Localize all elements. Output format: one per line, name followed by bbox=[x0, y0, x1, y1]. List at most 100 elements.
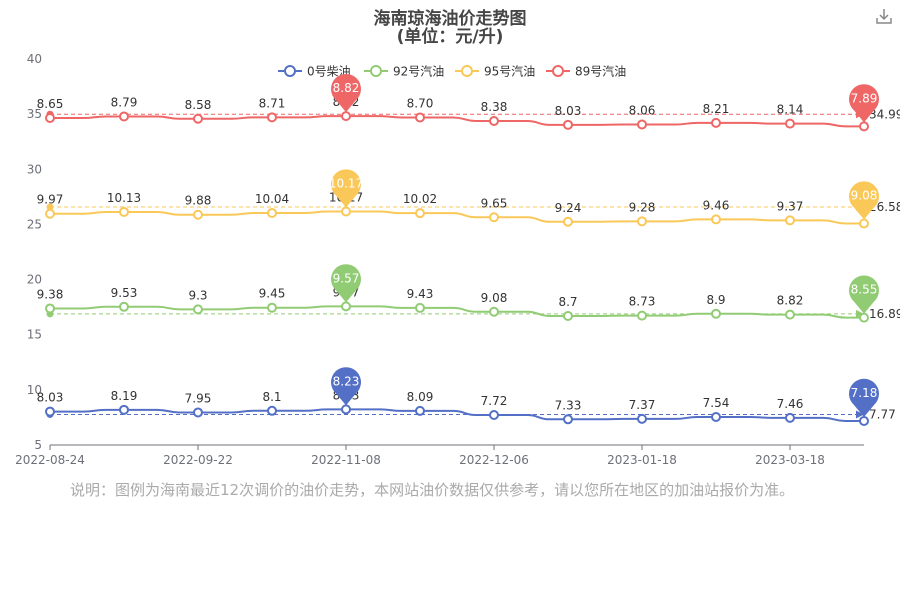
y-tick-label-7: 40 bbox=[27, 52, 42, 66]
legend-symbol bbox=[284, 65, 296, 77]
data-point-2-8 bbox=[637, 216, 647, 227]
data-label-3-8: 8.06 bbox=[629, 104, 656, 118]
average-label-0: 7.77 bbox=[869, 407, 896, 421]
data-label-0-6: 7.72 bbox=[481, 394, 508, 408]
data-label-1-7: 8.7 bbox=[558, 295, 577, 309]
min-marker-3 bbox=[849, 84, 880, 123]
data-point-1-3 bbox=[267, 302, 277, 313]
data-point-3-3 bbox=[267, 112, 277, 123]
download-icon[interactable] bbox=[874, 6, 894, 26]
chart-note: 说明：图例为海南最近12次调价的油价走势，本网站油价数据仅供参考，请以您所在地区… bbox=[70, 481, 795, 499]
legend-label: 92号汽油 bbox=[393, 64, 444, 79]
data-point-1-11 bbox=[859, 312, 869, 323]
data-label-0-8: 7.37 bbox=[629, 398, 656, 412]
average-label-3: 34.99 bbox=[869, 107, 900, 121]
data-point-3-5 bbox=[415, 112, 425, 123]
data-point-1-10 bbox=[785, 309, 795, 320]
legend-symbol bbox=[461, 65, 473, 77]
data-label-2-2: 9.88 bbox=[185, 194, 212, 208]
data-label-3-7: 8.03 bbox=[555, 104, 582, 118]
data-label-1-2: 9.3 bbox=[188, 288, 207, 302]
data-point-1-6 bbox=[489, 306, 499, 317]
min-marker-2-label: 9.08 bbox=[851, 189, 878, 203]
data-label-2-8: 9.28 bbox=[629, 200, 656, 214]
data-label-2-0: 9.97 bbox=[37, 193, 64, 207]
data-label-2-10: 9.37 bbox=[777, 199, 804, 213]
data-point-0-11 bbox=[859, 415, 869, 426]
data-label-2-6: 9.65 bbox=[481, 196, 508, 210]
y-tick-label-6: 35 bbox=[27, 107, 42, 121]
series-line-2 bbox=[50, 210, 864, 225]
data-label-2-1: 10.13 bbox=[107, 191, 141, 205]
max-marker-0-label: 8.23 bbox=[333, 374, 360, 388]
data-label-0-10: 7.46 bbox=[777, 397, 804, 411]
data-point-3-4 bbox=[341, 111, 351, 122]
y-tick-label-3: 20 bbox=[27, 273, 42, 287]
data-point-0-3 bbox=[267, 405, 277, 416]
min-marker-1 bbox=[849, 275, 880, 314]
y-tick-label-4: 25 bbox=[27, 217, 42, 231]
legend-item-0[interactable]: 0号柴油 bbox=[278, 65, 351, 79]
data-label-3-0: 8.65 bbox=[37, 97, 64, 111]
data-point-0-5 bbox=[415, 405, 425, 416]
average-arrow-0 bbox=[856, 410, 864, 419]
y-tick-label-0: 5 bbox=[34, 438, 42, 452]
min-marker-0-label: 7.18 bbox=[851, 386, 878, 400]
data-point-1-0 bbox=[45, 303, 55, 314]
average-start-2 bbox=[46, 203, 54, 211]
data-point-0-1 bbox=[119, 404, 129, 415]
data-point-3-10 bbox=[785, 118, 795, 129]
data-point-0-7 bbox=[563, 414, 573, 425]
legend-symbol bbox=[552, 65, 564, 77]
data-point-0-4 bbox=[341, 404, 351, 415]
data-label-1-3: 9.45 bbox=[259, 287, 286, 301]
data-point-0-6 bbox=[489, 410, 499, 421]
data-label-1-6: 9.08 bbox=[481, 291, 508, 305]
data-label-3-5: 8.70 bbox=[407, 96, 434, 110]
data-point-2-5 bbox=[415, 208, 425, 219]
data-point-1-7 bbox=[563, 310, 573, 321]
data-point-2-2 bbox=[193, 209, 203, 220]
chart-title: 海南琼海油价走势图 bbox=[373, 9, 527, 29]
max-marker-2 bbox=[331, 169, 362, 208]
data-label-1-5: 9.43 bbox=[407, 287, 434, 301]
data-label-1-8: 8.73 bbox=[629, 295, 656, 309]
data-label-3-3: 8.71 bbox=[259, 96, 286, 110]
data-point-1-2 bbox=[193, 304, 203, 315]
data-point-1-9 bbox=[711, 308, 721, 319]
data-label-0-5: 8.09 bbox=[407, 390, 434, 404]
legend-item-1[interactable]: 92号汽油 bbox=[364, 64, 444, 79]
max-marker-0 bbox=[331, 367, 362, 406]
data-label-3-1: 8.79 bbox=[111, 95, 138, 109]
series-line-3 bbox=[50, 115, 864, 128]
max-marker-1-label: 9.57 bbox=[333, 271, 360, 285]
x-tick-label-0: 2022-08-24 bbox=[15, 453, 85, 467]
data-point-2-6 bbox=[489, 212, 499, 223]
min-marker-0 bbox=[849, 378, 880, 417]
data-label-2-5: 10.02 bbox=[403, 192, 437, 206]
data-point-2-11 bbox=[859, 218, 869, 229]
legend-label: 95号汽油 bbox=[484, 64, 535, 79]
legend-item-2[interactable]: 95号汽油 bbox=[455, 64, 535, 79]
legend-item-3[interactable]: 89号汽油 bbox=[546, 64, 626, 79]
data-point-3-1 bbox=[119, 111, 129, 122]
data-point-2-3 bbox=[267, 207, 277, 218]
data-point-0-9 bbox=[711, 411, 721, 422]
data-point-2-1 bbox=[119, 206, 129, 217]
min-marker-3-label: 7.89 bbox=[851, 91, 878, 105]
data-label-1-10: 8.82 bbox=[777, 294, 804, 308]
chart-subtitle: (单位：元/升) bbox=[396, 27, 504, 47]
data-label-2-7: 9.24 bbox=[555, 201, 582, 215]
series-line-0 bbox=[50, 408, 864, 422]
data-point-3-9 bbox=[711, 117, 721, 128]
legend-symbol bbox=[370, 65, 382, 77]
legend-label: 89号汽油 bbox=[575, 64, 626, 79]
max-marker-1 bbox=[331, 264, 362, 303]
data-label-3-2: 8.58 bbox=[185, 98, 212, 112]
data-point-3-0 bbox=[45, 113, 55, 124]
data-point-3-11 bbox=[859, 121, 869, 132]
x-tick-label-5: 2023-03-18 bbox=[755, 453, 825, 467]
data-label-3-6: 8.38 bbox=[481, 100, 508, 114]
max-marker-2-label: 10.17 bbox=[329, 177, 363, 191]
data-point-2-10 bbox=[785, 215, 795, 226]
